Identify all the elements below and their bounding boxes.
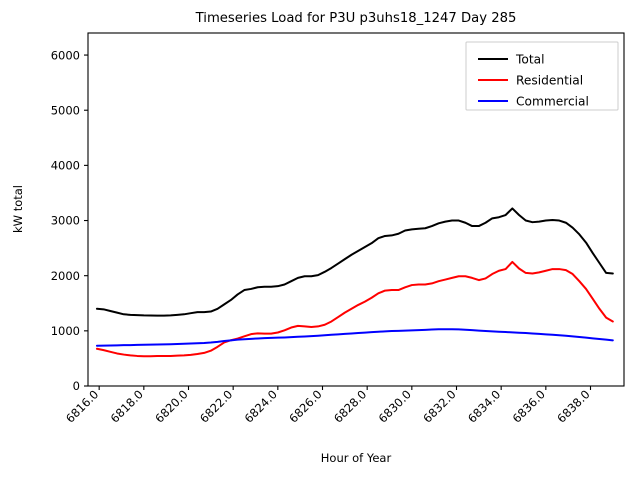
y-tick-label: 6000 xyxy=(51,48,80,62)
series-line-residential xyxy=(95,260,614,358)
data-series-group xyxy=(95,207,614,358)
legend-label-total: Total xyxy=(515,52,544,66)
y-tick-label: 3000 xyxy=(51,214,80,228)
y-tick-label: 0 xyxy=(73,379,80,393)
plot-frame xyxy=(87,32,625,387)
chart-legend: Total Residential Commercial xyxy=(465,41,619,111)
y-tick-label: 5000 xyxy=(51,103,80,117)
series-line-total xyxy=(95,207,614,317)
y-axis-label: kW total xyxy=(11,185,25,233)
y-tick-label: 1000 xyxy=(51,324,80,338)
chart-title: Timeseries Load for P3U p3uhs18_1247 Day… xyxy=(195,11,517,26)
axes-spines xyxy=(87,32,625,387)
x-axis-label: Hour of Year xyxy=(321,451,392,465)
y-tick-label: 4000 xyxy=(51,159,80,173)
legend-label-commercial: Commercial xyxy=(516,94,589,108)
legend-label-residential: Residential xyxy=(516,73,583,87)
y-tick-label: 2000 xyxy=(51,269,80,283)
y-axis-ticks: 0 1000 2000 3000 4000 5000 6000 xyxy=(51,48,88,393)
series-line-commercial xyxy=(95,328,614,347)
